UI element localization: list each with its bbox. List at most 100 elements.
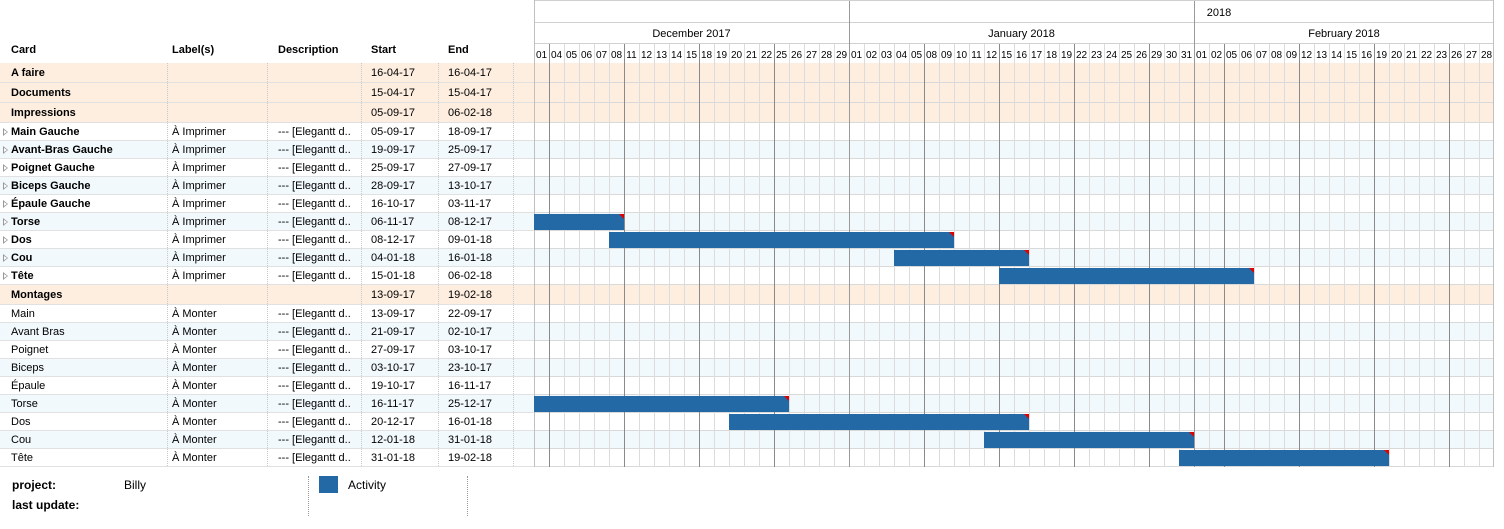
column-separator [513, 323, 514, 340]
table-row[interactable]: Biceps À Monter --- [Elegantt d.. 03-10-17 2… [0, 359, 534, 377]
day-label: 05 [1226, 50, 1238, 61]
column-header-labels[interactable]: Label(s) [172, 44, 215, 56]
expand-arrow-icon[interactable] [3, 182, 8, 190]
card-label: À Imprimer [172, 234, 226, 246]
table-row[interactable]: Torse À Imprimer --- [Elegantt d.. 06-11-17… [0, 213, 534, 231]
expand-arrow-icon[interactable] [3, 146, 8, 154]
column-separator [361, 395, 362, 412]
column-separator [513, 63, 514, 82]
column-separator [438, 267, 439, 284]
day-label: 11 [626, 50, 637, 61]
column-separator [267, 123, 268, 140]
column-separator [513, 267, 514, 284]
card-label: À Monter [172, 452, 217, 464]
card-name: Cou [11, 252, 33, 264]
bar-flag-marker [619, 214, 624, 219]
table-row[interactable]: Poignet À Monter --- [Elegantt d.. 27-09-17… [0, 341, 534, 359]
card-name: Main Gauche [11, 126, 80, 138]
end-date: 19-02-18 [448, 452, 493, 464]
column-separator [438, 177, 439, 194]
table-row[interactable]: Cou À Imprimer --- [Elegantt d.. 04-01-18 16… [0, 249, 534, 267]
column-separator [267, 413, 268, 430]
expand-arrow-icon[interactable] [3, 218, 8, 226]
expand-arrow-icon[interactable] [3, 254, 8, 262]
group-row[interactable]: Impressions 05-09-17 06-02-18 [0, 103, 534, 123]
bar-flag-marker [784, 396, 789, 401]
end-date: 31-01-18 [448, 434, 493, 446]
day-label: 05 [566, 50, 578, 61]
card-name: Impressions [11, 107, 76, 119]
column-separator [438, 285, 439, 304]
table-row[interactable]: Avant Bras À Monter --- [Elegantt d.. 21-09… [0, 323, 534, 341]
end-date: 25-09-17 [448, 144, 493, 156]
column-separator [167, 231, 168, 248]
column-separator [513, 249, 514, 266]
start-date: 28-09-17 [371, 180, 416, 192]
day-label: 09 [941, 50, 953, 61]
day-label: 10 [956, 50, 968, 61]
table-row[interactable]: Épaule À Monter --- [Elegantt d.. 19-10-17 1… [0, 377, 534, 395]
column-separator [167, 177, 168, 194]
column-separator [167, 413, 168, 430]
column-separator [513, 103, 514, 122]
table-row[interactable]: Avant-Bras Gauche À Imprimer --- [Elegantt… [0, 141, 534, 159]
column-separator [267, 285, 268, 304]
day-label: 08 [1271, 50, 1283, 61]
day-label: 29 [1151, 50, 1163, 61]
column-separator [167, 341, 168, 358]
column-header-description[interactable]: Description [278, 44, 339, 56]
group-row[interactable]: A faire 16-04-17 16-04-17 [0, 63, 534, 83]
month-label: February 2018 [1308, 28, 1380, 40]
start-date: 04-01-18 [371, 252, 416, 264]
column-separator [167, 449, 168, 466]
column-header-card[interactable]: Card [11, 44, 37, 56]
column-separator [361, 285, 362, 304]
end-date: 23-10-17 [448, 362, 493, 374]
expand-arrow-icon[interactable] [3, 272, 8, 280]
table-row[interactable]: Torse À Monter --- [Elegantt d.. 16-11-17 25… [0, 395, 534, 413]
table-row[interactable]: Poignet Gauche À Imprimer --- [Elegantt d.… [0, 159, 534, 177]
column-separator [267, 83, 268, 102]
day-label: 24 [1106, 50, 1118, 61]
day-label: 28 [1481, 50, 1493, 61]
day-label: 07 [596, 50, 608, 61]
column-separator [438, 249, 439, 266]
expand-arrow-icon[interactable] [3, 164, 8, 172]
expand-arrow-icon[interactable] [3, 200, 8, 208]
table-row[interactable]: Cou À Monter --- [Elegantt d.. 12-01-18 31-0… [0, 431, 534, 449]
column-header-end[interactable]: End [448, 44, 469, 56]
column-separator [438, 63, 439, 82]
table-row[interactable]: Épaule Gauche À Imprimer --- [Elegantt d..… [0, 195, 534, 213]
card-description: --- [Elegantt d.. [278, 380, 351, 392]
card-label: À Imprimer [172, 162, 226, 174]
table-row[interactable]: Dos À Imprimer --- [Elegantt d.. 08-12-17 09… [0, 231, 534, 249]
table-row[interactable]: Main À Monter --- [Elegantt d.. 13-09-17 22-… [0, 305, 534, 323]
column-separator [513, 83, 514, 102]
bar-flag-marker [1024, 250, 1029, 255]
start-date: 25-09-17 [371, 162, 416, 174]
card-name: Montages [11, 289, 63, 301]
table-row[interactable]: Dos À Monter --- [Elegantt d.. 20-12-17 16-0… [0, 413, 534, 431]
day-label: 18 [1046, 50, 1058, 61]
column-separator [167, 159, 168, 176]
column-header-start[interactable]: Start [371, 44, 397, 56]
group-row[interactable]: Montages 13-09-17 19-02-18 [0, 285, 534, 305]
last-update-label: last update: [12, 498, 80, 512]
day-label: 23 [1091, 50, 1103, 61]
card-description: --- [Elegantt d.. [278, 198, 351, 210]
card-name: Avant Bras [11, 326, 65, 338]
expand-arrow-icon[interactable] [3, 128, 8, 136]
expand-arrow-icon[interactable] [3, 236, 8, 244]
column-separator [167, 267, 168, 284]
table-row[interactable]: Tête À Imprimer --- [Elegantt d.. 15-01-18 0… [0, 267, 534, 285]
card-name: Documents [11, 87, 71, 99]
table-row[interactable]: Biceps Gauche À Imprimer --- [Elegantt d..… [0, 177, 534, 195]
day-label: 15 [686, 50, 698, 61]
table-row[interactable]: Main Gauche À Imprimer --- [Elegantt d.. 05… [0, 123, 534, 141]
day-label: 04 [896, 50, 908, 61]
activity-bar [894, 250, 1029, 266]
group-row[interactable]: Documents 15-04-17 15-04-17 [0, 83, 534, 103]
table-row[interactable]: Tête À Monter --- [Elegantt d.. 31-01-18 19-… [0, 449, 534, 467]
day-label: 28 [821, 50, 833, 61]
